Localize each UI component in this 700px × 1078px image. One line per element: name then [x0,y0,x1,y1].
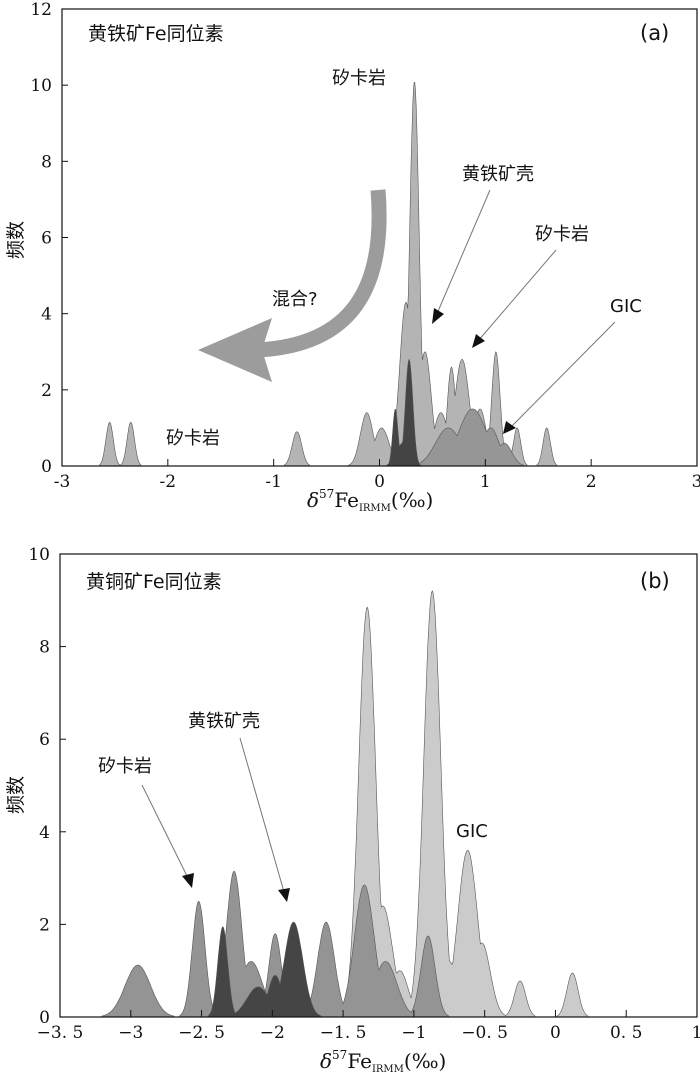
panel-b-arrowhead-icon [278,888,290,902]
distribution-skarn [99,82,557,467]
distribution-gic [413,408,524,467]
panel-a-tag: (a) [640,21,669,45]
unit: (‰) [404,1049,446,1073]
y-tick-label: 10 [30,76,52,96]
x-tick-label: 1 [692,1023,700,1043]
panel-a-distributions [99,82,557,467]
panel-a-label-gic: GIC [610,296,642,317]
y-tick-label: 4 [41,305,52,325]
distribution-pyrite-shell [386,358,421,467]
panel-b-label-skarn: 矽卡岩 [98,756,152,777]
panel-a-arrowhead-icon [503,421,516,434]
x-tick-label: 0 [550,1023,561,1043]
panel-a-x-axis-title: δ57FeIRMM(‰) [307,487,433,514]
panel-b-title: 黄铜矿Fe同位素 [86,571,222,593]
panel-b-y-axis-title: 频数 [5,776,27,814]
panel-a-y-axis-title: 频数 [5,221,27,259]
panel-b-tag: (b) [640,569,670,593]
delta-symbol: δ [320,1049,332,1073]
y-tick-label: 8 [39,638,50,658]
x-tick-label: −3. 5 [37,1023,84,1043]
x-tick-label: -3 [54,472,71,492]
mixing-arrowhead-icon [198,318,272,382]
panel-b-x-axis-title: δ57FeIRMM(‰) [320,1048,446,1075]
panel-b-x-axis: −3. 5 −3 −2. 5 −2 −1. 5 −1 −0. 5 0 0. 5 1 [37,1010,700,1043]
superscript: 57 [319,487,334,501]
distribution-pyrite-shell [207,921,322,1018]
mixing-arrow-icon [257,189,387,358]
y-tick-label: 4 [39,823,50,843]
panel-b-leader-lines [141,737,285,893]
x-tick-label: −1. 5 [320,1023,367,1043]
panel-b: −3. 5 −3 −2. 5 −2 −1. 5 −1 −0. 5 0 0. 5 1 0 2 4 6 8 10… [5,545,700,1075]
x-tick-label: −2. 5 [178,1023,225,1043]
panel-b-label-gic: GIC [456,821,488,842]
panel-a-label-skarn-left: 矽卡岩 [166,428,220,449]
element: Fe [347,1049,372,1073]
x-tick-label: −0. 5 [461,1023,508,1043]
y-tick-label: 12 [30,0,52,20]
panel-a-y-axis: 0 2 4 6 8 10 12 [30,0,68,477]
panel-b-label-pyrite-shell: 黄铁矿壳 [188,711,260,732]
panel-a-label-mixing: 混合? [272,289,318,310]
x-tick-label: 2 [586,472,597,492]
x-tick-label: −3 [118,1023,143,1043]
panel-b-y-axis: 0 2 4 6 8 10 [28,545,66,1028]
x-tick-label: -2 [160,472,177,492]
panel-b-frame [59,553,698,1018]
y-tick-label: 6 [39,730,50,750]
x-tick-label: 3 [692,472,700,492]
element: Fe [334,488,359,512]
panel-a-title: 黄铁矿Fe同位素 [88,23,224,45]
panel-a-label-skarn-peak: 矽卡岩 [332,68,386,89]
subscript: IRMM [359,503,391,514]
superscript: 57 [332,1048,347,1062]
y-tick-label: 0 [41,457,52,477]
panel-a-x-axis: -3 -2 -1 0 1 2 3 [54,459,700,492]
unit: (‰) [391,488,433,512]
y-tick-label: 8 [41,152,52,172]
x-tick-label: −2 [260,1023,285,1043]
panel-a-arrowhead-icon [472,334,485,348]
panel-a-leader-lines [435,189,616,429]
y-tick-label: 6 [41,229,52,249]
panel-b-arrowhead-icon [182,873,194,888]
subscript: IRMM [372,1064,404,1075]
distribution-skarn [101,870,449,1018]
panel-a-label-pyrite-shell: 黄铁矿壳 [462,164,534,185]
y-tick-label: 0 [39,1008,50,1028]
x-tick-label: 1 [480,472,491,492]
y-tick-label: 2 [39,915,50,935]
x-tick-label: −1 [401,1023,426,1043]
panel-b-distributions [101,590,589,1018]
delta-symbol: δ [307,488,319,512]
panel-a-arrowhead-icon [432,308,444,324]
x-tick-label: -1 [265,472,282,492]
y-tick-label: 2 [41,381,52,401]
x-tick-label: 0. 5 [610,1023,642,1043]
y-tick-label: 10 [28,545,50,565]
x-tick-label: 0 [374,472,385,492]
panel-a-label-skarn-right: 矽卡岩 [535,224,589,245]
